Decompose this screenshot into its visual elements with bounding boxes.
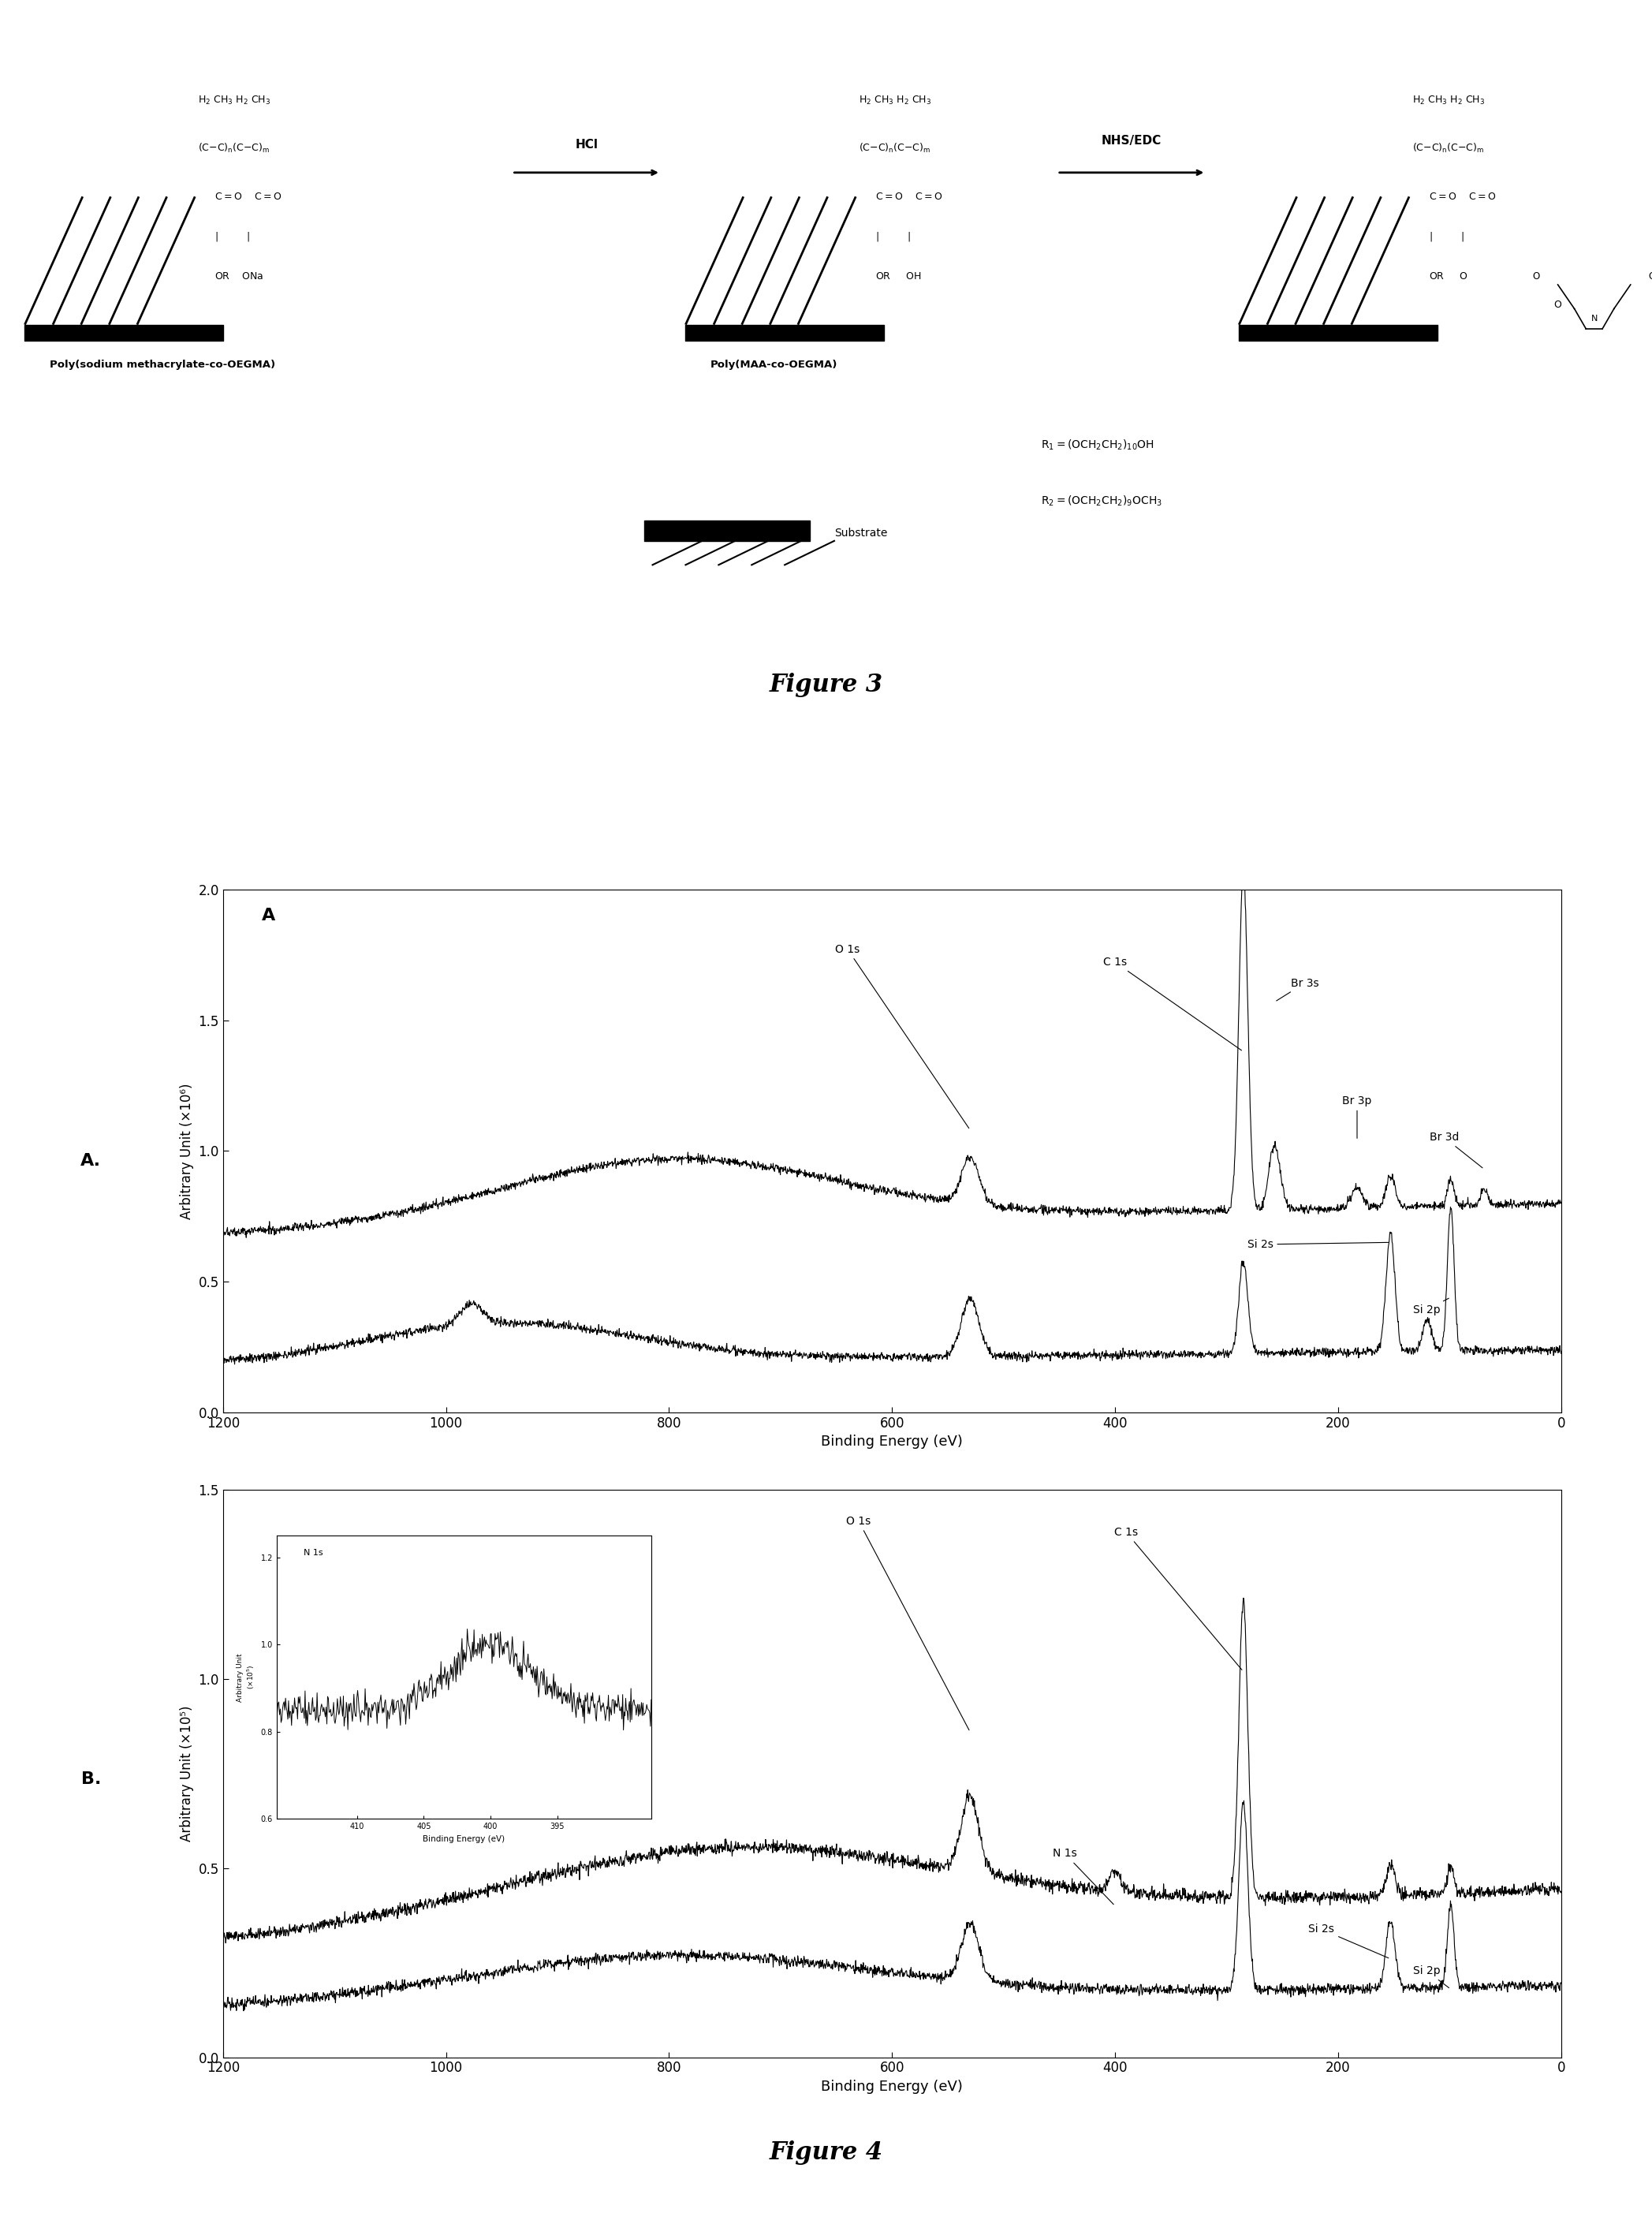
Text: $\mathsf{R_2 = (OCH_2CH_2)_9OCH_3}$: $\mathsf{R_2 = (OCH_2CH_2)_9OCH_3}$ — [1041, 494, 1163, 507]
Text: A: A — [263, 907, 276, 923]
Text: Si 2p: Si 2p — [1412, 1966, 1449, 1988]
Text: $\mathsf{(C{-}C)_n(C{-}C)_m}$: $\mathsf{(C{-}C)_n(C{-}C)_m}$ — [198, 142, 271, 156]
X-axis label: Binding Energy (eV): Binding Energy (eV) — [821, 2079, 963, 2093]
Text: Poly(sodium methacrylate-co-OEGMA): Poly(sodium methacrylate-co-OEGMA) — [50, 360, 276, 369]
Text: A.: A. — [81, 1152, 101, 1170]
Text: NHS/EDC: NHS/EDC — [1102, 136, 1161, 147]
Text: Substrate: Substrate — [834, 527, 887, 538]
Text: $\mathsf{(C{-}C)_n(C{-}C)_m}$: $\mathsf{(C{-}C)_n(C{-}C)_m}$ — [859, 142, 932, 156]
Text: $\mathsf{|\ \ \ \ \ \ \ \ \ |}$: $\mathsf{|\ \ \ \ \ \ \ \ \ |}$ — [215, 231, 251, 242]
Text: B.: B. — [81, 1770, 101, 1788]
Text: N: N — [1591, 314, 1597, 322]
Text: $\mathsf{|\ \ \ \ \ \ \ \ \ |}$: $\mathsf{|\ \ \ \ \ \ \ \ \ |}$ — [876, 231, 912, 242]
Text: $\mathsf{C{=}O\ \ \ \ C{=}O}$: $\mathsf{C{=}O\ \ \ \ C{=}O}$ — [1429, 191, 1497, 202]
Text: $\mathsf{C{=}O\ \ \ \ C{=}O}$: $\mathsf{C{=}O\ \ \ \ C{=}O}$ — [215, 191, 282, 202]
Text: Figure 4: Figure 4 — [770, 2142, 882, 2164]
Text: HCl: HCl — [575, 138, 598, 151]
Text: N 1s: N 1s — [1052, 1848, 1113, 1904]
Text: Br 3p: Br 3p — [1343, 1094, 1371, 1139]
Text: O: O — [1649, 271, 1652, 282]
Text: $\mathsf{OR\ \ \ \ ONa}$: $\mathsf{OR\ \ \ \ ONa}$ — [215, 271, 264, 282]
Text: Br 3d: Br 3d — [1429, 1132, 1482, 1168]
Text: $\mathsf{H_2\ CH_3\ H_2\ CH_3}$: $\mathsf{H_2\ CH_3\ H_2\ CH_3}$ — [198, 96, 271, 107]
Text: Poly(MAA-co-OEGMA): Poly(MAA-co-OEGMA) — [710, 360, 838, 369]
Text: Si 2s: Si 2s — [1308, 1924, 1389, 1957]
Text: Si 2p: Si 2p — [1412, 1299, 1449, 1314]
Text: Figure 3: Figure 3 — [770, 674, 882, 696]
Y-axis label: Arbitrary Unit (×10⁶): Arbitrary Unit (×10⁶) — [180, 1083, 193, 1219]
Text: $\mathsf{H_2\ CH_3\ H_2\ CH_3}$: $\mathsf{H_2\ CH_3\ H_2\ CH_3}$ — [1412, 96, 1485, 107]
Y-axis label: Arbitrary Unit (×10⁵): Arbitrary Unit (×10⁵) — [180, 1706, 193, 1841]
Text: $\mathsf{R_1 = (OCH_2CH_2)_{10}OH}$: $\mathsf{R_1 = (OCH_2CH_2)_{10}OH}$ — [1041, 438, 1155, 451]
Text: Br 3s: Br 3s — [1277, 979, 1318, 1001]
Text: O: O — [1533, 271, 1540, 282]
Text: $\mathsf{(C{-}C)_n(C{-}C)_m}$: $\mathsf{(C{-}C)_n(C{-}C)_m}$ — [1412, 142, 1485, 156]
Text: O: O — [1555, 300, 1561, 309]
Text: $\mathsf{C{=}O\ \ \ \ C{=}O}$: $\mathsf{C{=}O\ \ \ \ C{=}O}$ — [876, 191, 943, 202]
Text: $\mathsf{H_2\ CH_3\ H_2\ CH_3}$: $\mathsf{H_2\ CH_3\ H_2\ CH_3}$ — [859, 96, 932, 107]
Text: O 1s: O 1s — [836, 943, 970, 1128]
Text: C 1s: C 1s — [1104, 956, 1242, 1050]
Text: O 1s: O 1s — [846, 1515, 970, 1730]
Text: $\mathsf{OR\ \ \ \ \ OH}$: $\mathsf{OR\ \ \ \ \ OH}$ — [876, 271, 922, 282]
Text: $\mathsf{|\ \ \ \ \ \ \ \ \ |}$: $\mathsf{|\ \ \ \ \ \ \ \ \ |}$ — [1429, 231, 1465, 242]
Text: C 1s: C 1s — [1115, 1526, 1242, 1670]
X-axis label: Binding Energy (eV): Binding Energy (eV) — [821, 1434, 963, 1448]
Text: Si 2s: Si 2s — [1247, 1239, 1388, 1250]
Text: $\mathsf{OR\ \ \ \ \ O}$: $\mathsf{OR\ \ \ \ \ O}$ — [1429, 271, 1469, 282]
